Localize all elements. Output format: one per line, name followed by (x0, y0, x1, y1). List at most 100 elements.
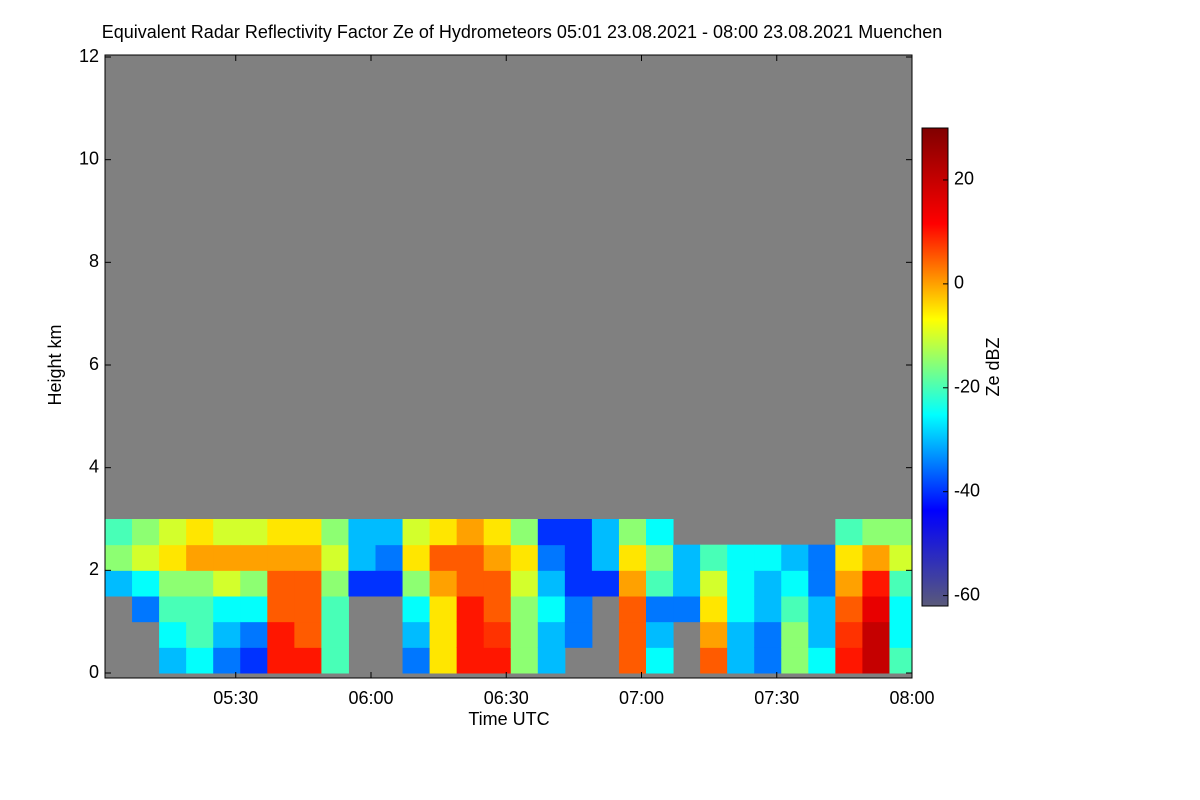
heatmap-cell (429, 570, 458, 597)
heatmap-cell (429, 519, 458, 546)
heatmap-cell (456, 519, 485, 546)
heatmap-cell (456, 596, 485, 623)
heatmap-cell (754, 647, 782, 674)
heatmap-cell (456, 647, 485, 674)
heatmap-cell (835, 647, 863, 674)
heatmap-cell (294, 621, 322, 648)
heatmap-cell (754, 621, 782, 648)
heatmap-cell (186, 621, 214, 648)
heatmap-cell (727, 544, 755, 571)
heatmap-cell (159, 621, 187, 648)
heatmap-cell (727, 570, 755, 597)
heatmap-cell (105, 544, 133, 571)
heatmap-cell (835, 570, 863, 597)
heatmap-cell (186, 519, 214, 546)
chart-title: Equivalent Radar Reflectivity Factor Ze … (102, 22, 943, 42)
heatmap-cell (808, 621, 836, 648)
y-axis-label: Height km (45, 324, 65, 405)
heatmap-cell (429, 647, 458, 674)
heatmap-cell (402, 596, 431, 623)
heatmap-cell (483, 621, 512, 648)
heatmap-cell (186, 544, 214, 571)
heatmap-cell (267, 647, 295, 674)
heatmap-cell (402, 519, 431, 546)
heatmap-cell (537, 570, 566, 597)
colorbar-label: Ze dBZ (983, 337, 1003, 396)
heatmap-cell (835, 519, 863, 546)
heatmap-cell (321, 621, 349, 648)
heatmap-cell (132, 519, 160, 546)
heatmap-cell (727, 596, 755, 623)
heatmap-cell (321, 544, 349, 571)
colorbar-tick-label: 20 (954, 169, 974, 189)
heatmap-cell (618, 621, 647, 648)
x-axis-label: Time UTC (468, 709, 549, 729)
heatmap-cell (591, 570, 620, 597)
heatmap-cell (321, 647, 349, 674)
heatmap-cell (618, 596, 647, 623)
heatmap-cell (835, 544, 863, 571)
heatmap-cell (213, 647, 241, 674)
heatmap-cell (537, 647, 566, 674)
heatmap-cell (510, 596, 539, 623)
heatmap-cell (889, 544, 912, 571)
heatmap-cell (132, 544, 160, 571)
x-tick-label: 08:00 (889, 688, 934, 708)
heatmap-cell (105, 519, 133, 546)
heatmap-cell (510, 647, 539, 674)
heatmap-cell (564, 596, 593, 623)
heatmap-cell (889, 519, 912, 546)
heatmap-cell (727, 621, 755, 648)
heatmap-cell (483, 519, 512, 546)
heatmap-cell (808, 647, 836, 674)
heatmap-cell (267, 570, 295, 597)
heatmap-cell (213, 519, 241, 546)
heatmap-cell (348, 519, 377, 546)
y-tick-label: 4 (89, 456, 99, 476)
heatmap-cell (240, 519, 268, 546)
heatmap-cell (348, 570, 377, 597)
colorbar (921, 127, 949, 607)
heatmap-cell (186, 570, 214, 597)
heatmap-cell (862, 519, 890, 546)
heatmap-cell (375, 544, 404, 571)
x-tick-label: 06:30 (484, 688, 529, 708)
x-tick-label: 05:30 (213, 688, 258, 708)
heatmap-cell (700, 544, 728, 571)
heatmap-cell (889, 570, 912, 597)
heatmap-cell (808, 570, 836, 597)
heatmap-cell (510, 544, 539, 571)
heatmap-cell (808, 544, 836, 571)
heatmap-cell (240, 647, 268, 674)
heatmap-cell (402, 621, 431, 648)
heatmap-cell (889, 621, 912, 648)
heatmap-cell (564, 570, 593, 597)
heatmap-cell (781, 570, 809, 597)
x-tick-label: 07:30 (754, 688, 799, 708)
heatmap-cell (781, 596, 809, 623)
heatmap-cell (132, 596, 160, 623)
heatmap-cell (700, 570, 728, 597)
heatmap-cell (781, 544, 809, 571)
colorbar-tick-label: -20 (954, 377, 980, 397)
heatmap-cell (700, 647, 728, 674)
heatmap-cell (294, 647, 322, 674)
y-tick-label: 0 (89, 662, 99, 682)
heatmap-cell (646, 544, 674, 571)
heatmap-cell (321, 570, 349, 597)
heatmap-cells (105, 519, 912, 674)
heatmap-cell (483, 544, 512, 571)
heatmap-cell (240, 544, 268, 571)
heatmap-cell (889, 647, 912, 674)
y-tick-label: 12 (79, 46, 99, 66)
heatmap-cell (564, 519, 593, 546)
heatmap-cell (591, 519, 620, 546)
heatmap-cell (402, 570, 431, 597)
heatmap-cell (673, 596, 701, 623)
heatmap-cell (159, 596, 187, 623)
heatmap-cell (618, 570, 647, 597)
heatmap-cell (132, 570, 160, 597)
heatmap-cell (267, 596, 295, 623)
heatmap-cell (646, 596, 674, 623)
heatmap-cell (483, 596, 512, 623)
